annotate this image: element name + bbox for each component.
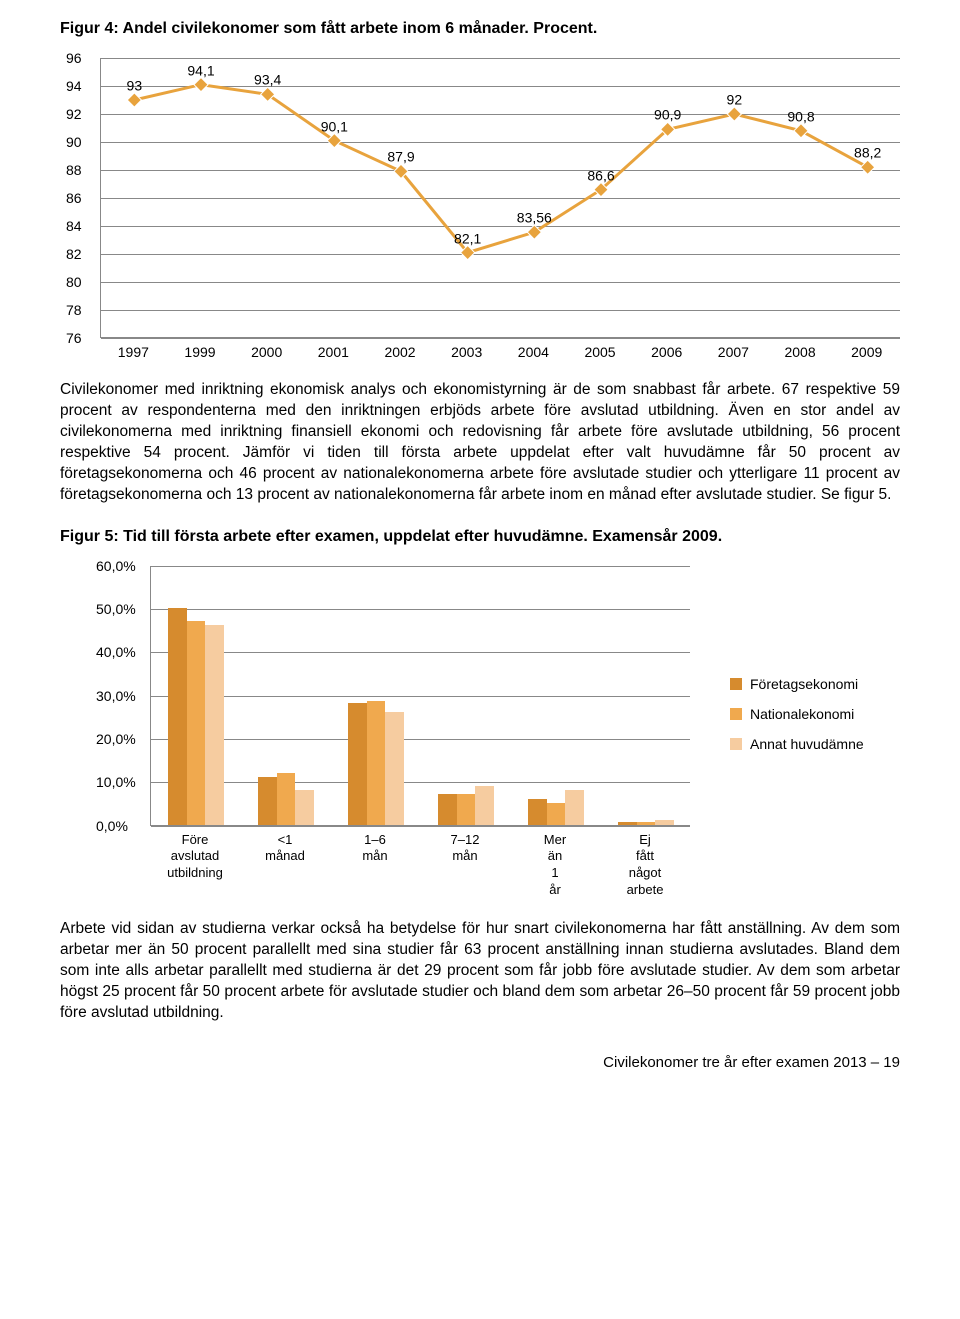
y-axis-label: 84 [66, 218, 82, 234]
bar [565, 790, 584, 825]
gridline [151, 696, 690, 697]
legend-label: Annat huvudämne [750, 736, 864, 752]
y-axis-label: 80 [66, 274, 82, 290]
y-axis-label: 96 [66, 50, 82, 66]
legend-label: Nationalekonomi [750, 706, 854, 722]
data-point-label: 86,6 [587, 167, 614, 183]
gridline [101, 338, 900, 339]
figure4-title: Figur 4: Andel civilekonomer som fått ar… [60, 20, 900, 38]
y-axis-label: 92 [66, 106, 82, 122]
gridline [151, 609, 690, 610]
y-axis-label: 76 [66, 330, 82, 346]
bar [258, 777, 277, 825]
x-axis-label: 1999 [167, 344, 234, 360]
y-axis-label: 90 [66, 134, 82, 150]
x-axis-label: 2002 [367, 344, 434, 360]
x-axis-label: 2000 [233, 344, 300, 360]
figure5-legend: Företagsekonomi Nationalekonomi Annat huvu… [730, 676, 864, 766]
legend-item: Företagsekonomi [730, 676, 864, 692]
data-point-label: 88,2 [854, 145, 881, 161]
legend-swatch [730, 738, 742, 750]
figure5-title: Figur 5: Tid till första arbete efter ex… [60, 528, 900, 546]
bar [528, 799, 547, 825]
bar [187, 621, 206, 825]
y-axis-label: 78 [66, 302, 82, 318]
bar [367, 701, 386, 825]
y-axis-label: 82 [66, 246, 82, 262]
legend-item: Nationalekonomi [730, 706, 864, 722]
bar [295, 790, 314, 825]
bar [547, 803, 566, 825]
y-axis-label: 86 [66, 190, 82, 206]
x-axis-label: Merän1år [510, 832, 600, 900]
bar [457, 794, 476, 824]
y-axis-label: 60,0% [96, 558, 136, 574]
y-axis-label: 40,0% [96, 644, 136, 660]
legend-swatch [730, 678, 742, 690]
data-point-label: 92 [727, 92, 743, 108]
line-series [101, 58, 901, 338]
bar [205, 625, 224, 824]
y-axis-label: 88 [66, 162, 82, 178]
data-point-label: 90,1 [321, 118, 348, 134]
x-axis-label: 2009 [833, 344, 900, 360]
legend-label: Företagsekonomi [750, 676, 858, 692]
gridline [151, 826, 690, 827]
data-point-label: 90,9 [654, 107, 681, 123]
x-axis-label: 2006 [633, 344, 700, 360]
y-axis-label: 10,0% [96, 774, 136, 790]
x-axis-label: 2004 [500, 344, 567, 360]
data-point-label: 93 [127, 78, 143, 94]
data-point-label: 83,56 [517, 210, 552, 226]
data-point-label: 93,4 [254, 72, 281, 88]
data-point-label: 87,9 [387, 149, 414, 165]
x-axis-label: 2003 [433, 344, 500, 360]
bar [348, 703, 367, 824]
y-axis-label: 0,0% [96, 818, 128, 834]
y-axis-label: 50,0% [96, 601, 136, 617]
bar [385, 712, 404, 825]
gridline [151, 739, 690, 740]
x-axis-label: 2008 [767, 344, 834, 360]
x-axis-label: 2001 [300, 344, 367, 360]
y-axis-label: 94 [66, 78, 82, 94]
bar [655, 820, 674, 824]
gridline [151, 652, 690, 653]
bar [277, 773, 296, 825]
y-axis-label: 20,0% [96, 731, 136, 747]
legend-item: Annat huvudämne [730, 736, 864, 752]
bar [475, 786, 494, 825]
paragraph-2: Arbete vid sidan av studierna verkar ock… [60, 919, 900, 1024]
x-axis-label: 1997 [100, 344, 167, 360]
gridline [151, 566, 690, 567]
legend-swatch [730, 708, 742, 720]
figure5-chart: 0,0%10,0%20,0%30,0%40,0%50,0%60,0% Förea… [90, 566, 900, 900]
data-point-label: 82,1 [454, 230, 481, 246]
bar [438, 794, 457, 824]
data-point-label: 90,8 [787, 108, 814, 124]
y-axis-label: 30,0% [96, 688, 136, 704]
paragraph-1: Civilekonomer med inriktning ekonomisk a… [60, 380, 900, 506]
x-axis-label: Ejfåttnågotarbete [600, 832, 690, 900]
figure4-chart: 76788082848688909294969394,193,490,187,9… [60, 58, 900, 360]
bar [168, 608, 187, 825]
x-axis-label: 2007 [700, 344, 767, 360]
x-axis-label: <1månad [240, 832, 330, 900]
data-point-label: 94,1 [187, 62, 214, 78]
page-footer: Civilekonomer tre år efter examen 2013 –… [60, 1054, 900, 1071]
bar [618, 822, 637, 824]
x-axis-label: 1–6mån [330, 832, 420, 900]
x-axis-label: Föreavslutadutbildning [150, 832, 240, 900]
x-axis-label: 2005 [567, 344, 634, 360]
bar [637, 822, 656, 824]
gridline [151, 782, 690, 783]
x-axis-label: 7–12mån [420, 832, 510, 900]
